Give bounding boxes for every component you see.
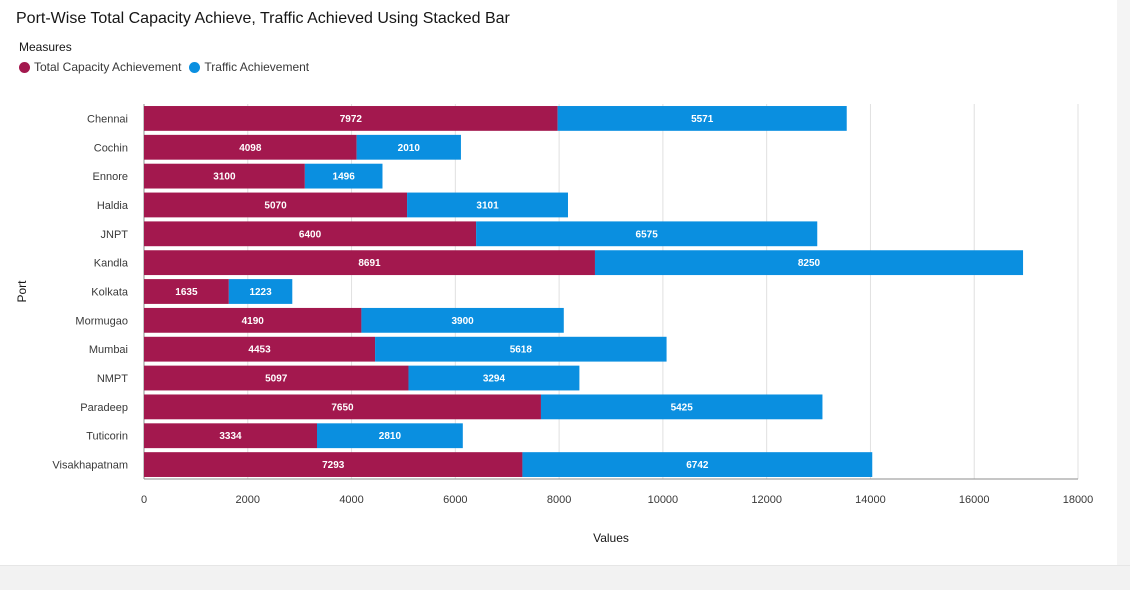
y-tick-label: Mormugao [75,315,128,327]
bar-value-label: 1496 [333,172,356,183]
x-tick-label: 8000 [547,494,571,506]
bar-value-label: 5571 [691,114,714,125]
legend: Total Capacity Achievement Traffic Achie… [19,60,317,74]
bar-value-label: 4453 [248,345,271,356]
bar-value-label: 1223 [249,287,272,298]
bar-value-label: 3900 [451,316,474,327]
y-tick-label: Visakhapatnam [52,460,128,472]
bar-segment[interactable] [144,192,408,218]
bottom-strip [0,565,1130,590]
bar-value-label: 2810 [379,431,402,442]
y-tick-label: JNPT [101,229,129,241]
bar-segment[interactable] [144,163,305,189]
y-tick-label: Chennai [87,113,128,125]
bar-segment[interactable] [522,452,873,477]
bar-segment[interactable] [594,250,1024,276]
bar-value-label: 7293 [322,460,345,471]
legend-item-traffic[interactable]: Traffic Achievement [189,60,309,74]
bar-segment[interactable] [361,307,564,333]
legend-label-total-capacity: Total Capacity Achievement [34,60,182,74]
y-tick-label: Mumbai [89,344,128,356]
bar-segment[interactable] [144,221,477,247]
x-tick-label: 0 [141,494,147,506]
bar-segment[interactable] [408,365,580,391]
legend-title: Measures [19,40,72,54]
x-tick-label: 10000 [648,494,679,506]
bar-segment[interactable] [476,221,818,247]
bar-value-label: 7972 [340,114,363,125]
bar-segment[interactable] [144,307,362,333]
bar-value-label: 4098 [239,143,262,154]
bar-value-label: 6742 [686,460,709,471]
y-tick-label: Paradeep [80,402,128,414]
y-tick-label: Tuticorin [86,431,128,443]
bar-segment[interactable] [228,279,293,304]
x-axis-title: Values [593,531,629,545]
bar-value-label: 4190 [242,316,265,327]
bar-segment[interactable] [144,336,376,362]
bar-value-label: 8691 [358,258,381,269]
bar-segment[interactable] [407,192,568,218]
bar-value-label: 5618 [510,345,533,356]
x-tick-label: 16000 [959,494,990,506]
bar-chart: 0 2000 4000 6000 8000 10000 12000 14000 16000 180… [15,104,1094,545]
bar-value-label: 5070 [264,200,287,211]
scrollbar-track [1117,0,1130,565]
x-tick-label: 12000 [751,494,782,506]
bar-value-label: 6400 [299,229,322,240]
x-tick-label: 18000 [1063,494,1094,506]
bar-segment[interactable] [144,394,541,420]
y-tick-label: Haldia [97,200,129,212]
bar-value-label: 3101 [476,200,499,211]
bar-value-label: 2010 [398,143,421,154]
bar-value-label: 1635 [175,287,198,298]
bar-value-label: 6575 [636,229,659,240]
chart-panel: Port-Wise Total Capacity Achieve, Traffi… [0,0,1117,565]
bar-value-label: 5425 [671,402,694,413]
bar-value-label: 5097 [265,374,288,385]
y-axis-title: Port [15,280,29,303]
bar-segment[interactable] [144,134,357,160]
bar-segment[interactable] [144,106,558,131]
legend-label-traffic: Traffic Achievement [204,60,310,74]
bar-value-label: 8250 [798,258,821,269]
bar-segment[interactable] [375,336,667,362]
bar-segment[interactable] [144,279,229,304]
x-tick-label: 2000 [236,494,260,506]
bar-segment[interactable] [557,106,847,131]
y-tick-label: Cochin [94,142,128,154]
bar-segment[interactable] [304,163,383,189]
bar-value-label: 7650 [331,402,354,413]
x-tick-label: 14000 [855,494,886,506]
bar-value-label: 3334 [219,431,242,442]
bar-segment[interactable] [144,423,317,449]
bar-segment[interactable] [356,134,461,160]
legend-swatch-traffic [189,61,201,73]
bar-segment[interactable] [316,423,463,449]
bar-segment[interactable] [144,250,595,276]
bar-segment[interactable] [144,452,523,477]
y-tick-label: Ennore [93,171,128,183]
x-tick-label: 4000 [339,494,363,506]
legend-swatch-total-capacity [19,61,30,73]
y-tick-label: Kolkata [91,287,129,299]
bar-segment[interactable] [144,365,409,391]
bar-value-label: 3294 [483,374,506,385]
chart-title: Port-Wise Total Capacity Achieve, Traffi… [16,10,510,27]
bar-value-label: 3100 [213,172,236,183]
bar-segment[interactable] [540,394,823,420]
y-tick-label: NMPT [97,373,128,385]
x-tick-label: 6000 [443,494,467,506]
y-tick-label: Kandla [94,258,129,270]
legend-item-total-capacity[interactable]: Total Capacity Achievement [19,60,181,74]
